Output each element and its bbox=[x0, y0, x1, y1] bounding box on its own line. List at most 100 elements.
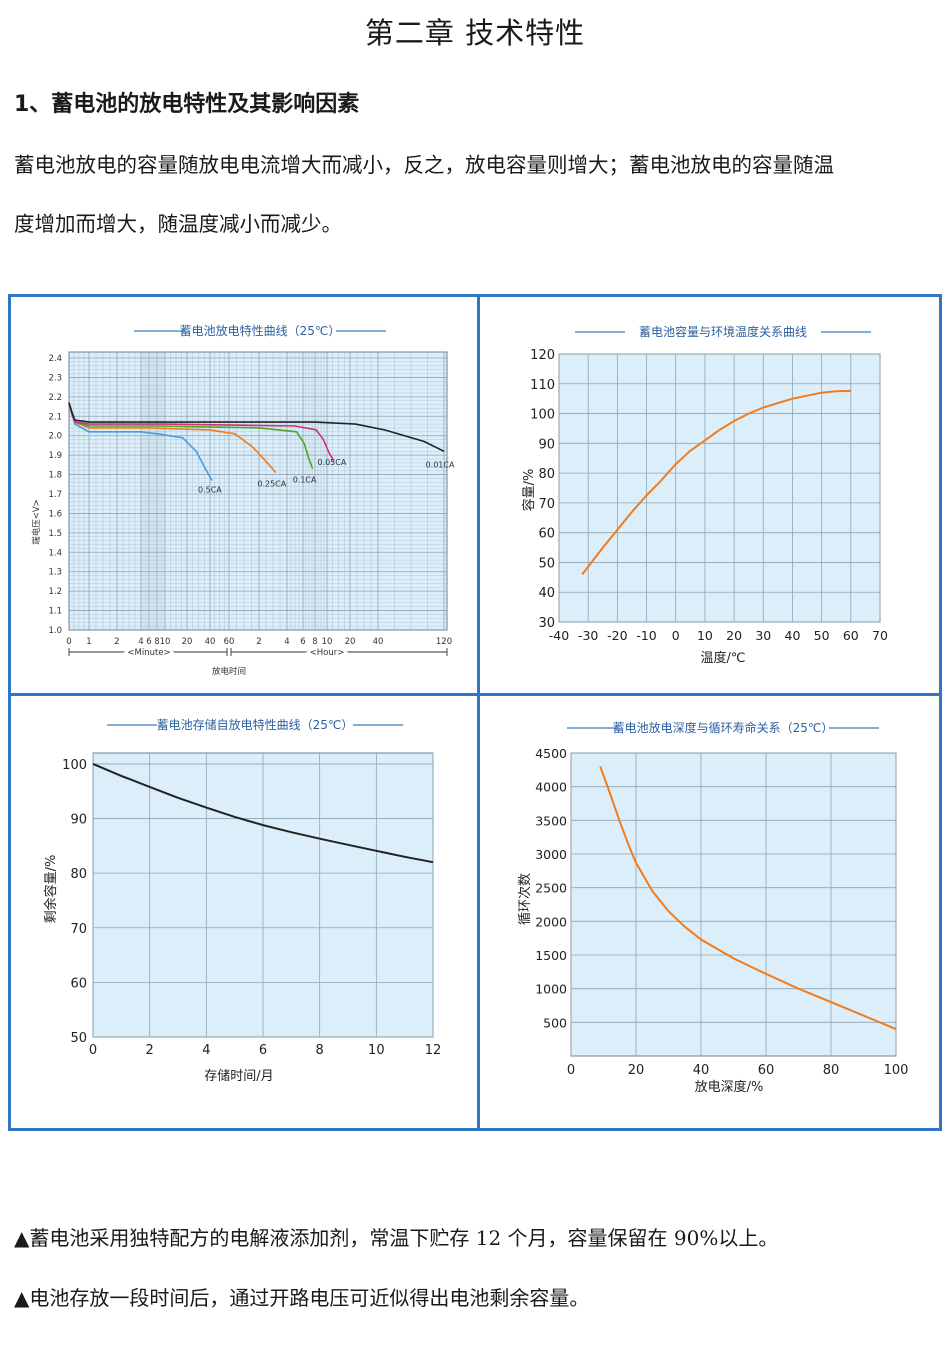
chapter-title: 第二章 技术特性 bbox=[364, 16, 586, 50]
series-line bbox=[68, 402, 445, 453]
x-tick-label: 4 bbox=[202, 1043, 210, 1058]
y-tick-label: 80 bbox=[70, 867, 87, 882]
y-tick-label: 100 bbox=[62, 758, 87, 773]
y-tick-label: 1.0 bbox=[48, 626, 62, 636]
x-tick-label: 0 bbox=[66, 637, 71, 647]
y-tick-label: 60 bbox=[538, 527, 555, 542]
intro-paragraph-line1: 蓄电池放电的容量随放电电流增大而减小，反之，放电容量则增大；蓄电池放电的容量随温 bbox=[14, 153, 834, 177]
y-tick-label: 4000 bbox=[535, 780, 567, 795]
y-tick-label: 50 bbox=[538, 556, 555, 571]
y-tick-label: 4500 bbox=[535, 746, 567, 761]
y-tick-label: 3500 bbox=[535, 813, 567, 828]
x-tick-label: 40 bbox=[373, 637, 384, 647]
series-label: 0.5CA bbox=[198, 485, 222, 494]
x-tick-label: 8 bbox=[316, 1043, 324, 1058]
y-tick-label: 1.3 bbox=[48, 568, 62, 578]
chart-panel-grid: 蓄电池放电特性曲线（25℃） 2.4 2.3 2.2 2.1 2.0 1.9 1.8 1.7 1.… bbox=[8, 294, 942, 1131]
y-tick-label: 2.0 bbox=[48, 432, 62, 442]
y-tick-label: 70 bbox=[70, 922, 87, 937]
x-tick-label: 20 bbox=[182, 637, 193, 647]
y-tick-label: 70 bbox=[538, 497, 555, 512]
y-tick-label: 500 bbox=[543, 1015, 567, 1030]
x-tick-label: -20 bbox=[607, 628, 627, 643]
x-tick-label: 100 bbox=[884, 1063, 909, 1078]
plot-area bbox=[558, 353, 881, 623]
x-tick-label: 2 bbox=[146, 1043, 154, 1058]
y-tick-label: 1.6 bbox=[48, 509, 62, 519]
panel-divider-vertical bbox=[477, 297, 480, 1128]
y-tick-label: 1.1 bbox=[48, 607, 62, 617]
y-tick-label: 1000 bbox=[535, 982, 567, 997]
y-tick-label: 50 bbox=[70, 1031, 87, 1046]
x-tick-label: 40 bbox=[785, 628, 801, 643]
x-tick-label: 60 bbox=[224, 637, 235, 647]
y-tick-label: 1.2 bbox=[48, 587, 62, 597]
series-line bbox=[599, 766, 897, 1031]
plot-area bbox=[69, 352, 447, 630]
y-tick-label: 60 bbox=[70, 976, 87, 991]
x-tick-label: 1 bbox=[86, 637, 91, 647]
x-tick-label: 12 bbox=[425, 1043, 442, 1058]
intro-paragraph-line2: 度增加而增大，随温度减小而减少。 bbox=[14, 212, 342, 236]
x-segment-label: <Hour> bbox=[310, 648, 345, 658]
x-tick-label: 60 bbox=[758, 1063, 775, 1078]
x-tick-label: 50 bbox=[814, 628, 830, 643]
x-tick-label: 20 bbox=[726, 628, 742, 643]
x-tick-label: 40 bbox=[205, 637, 216, 647]
x-tick-label: 0 bbox=[567, 1063, 575, 1078]
y-tick-label: 1.8 bbox=[48, 471, 62, 481]
series-label: 0.01CA bbox=[426, 460, 455, 469]
y-axis-label: 剩余容量/% bbox=[43, 855, 59, 924]
x-tick-label: 8 bbox=[312, 637, 317, 647]
x-tick-label: 0 bbox=[672, 628, 680, 643]
y-tick-label: 110 bbox=[530, 378, 555, 393]
x-tick-label: 2 bbox=[114, 637, 119, 647]
series-label: 0.25CA bbox=[257, 480, 286, 489]
x-tick-label: 30 bbox=[755, 628, 771, 643]
y-tick-label: 40 bbox=[538, 586, 555, 601]
panel-divider-horizontal bbox=[11, 693, 939, 696]
y-tick-label: 2.1 bbox=[48, 412, 62, 422]
self-discharge-chart: 蓄电池存储自放电特性曲线（25℃） 100 90 80 70 60 500 2 4 6 8 10 12 剩… bbox=[43, 717, 442, 1084]
x-tick-label: 10 bbox=[368, 1043, 385, 1058]
note-storage-capacity: ▲蓄电池采用独特配方的电解液添加剂，常温下贮存 12 个月，容量保留在 90%以… bbox=[14, 1226, 779, 1250]
x-tick-label: 40 bbox=[693, 1063, 710, 1078]
y-tick-label: 120 bbox=[530, 348, 555, 363]
series-line bbox=[581, 389, 851, 576]
y-tick-label: 1.7 bbox=[48, 490, 62, 500]
x-tick-label: 20 bbox=[345, 637, 356, 647]
x-tick-label: 8 bbox=[154, 637, 159, 647]
cycle-life-chart: 蓄电池放电深度与循环寿命关系（25℃） 4500 4000 3500 3000 2500 2… bbox=[517, 720, 909, 1095]
chart-title: 蓄电池容量与环境温度关系曲线 bbox=[639, 324, 807, 339]
y-tick-label: 2000 bbox=[535, 914, 567, 929]
chart-title: 蓄电池放电深度与循环寿命关系（25℃） bbox=[613, 720, 834, 735]
x-tick-label: -10 bbox=[636, 628, 656, 643]
y-tick-label: 80 bbox=[538, 467, 555, 482]
x-tick-label: 4 bbox=[138, 637, 143, 647]
x-tick-label: 20 bbox=[628, 1063, 645, 1078]
x-tick-label: 60 bbox=[843, 628, 859, 643]
x-tick-label: 80 bbox=[823, 1063, 840, 1078]
x-tick-label: 10 bbox=[697, 628, 713, 643]
x-tick-label: -40 bbox=[549, 628, 569, 643]
x-axis-label: 放电深度/% bbox=[695, 1079, 764, 1095]
y-tick-label: 1500 bbox=[535, 948, 567, 963]
x-tick-label: 0 bbox=[89, 1043, 97, 1058]
y-tick-label: 1.5 bbox=[48, 529, 62, 539]
y-tick-label: 3000 bbox=[535, 847, 567, 862]
x-tick-label: 10 bbox=[160, 637, 171, 647]
y-tick-label: 1.9 bbox=[48, 451, 62, 461]
series-label: 0.1CA bbox=[293, 476, 317, 485]
y-tick-label: 2.4 bbox=[48, 354, 62, 364]
x-tick-label: 6 bbox=[146, 637, 151, 647]
y-tick-label: 2.3 bbox=[48, 373, 62, 383]
x-tick-label: 10 bbox=[322, 637, 333, 647]
y-tick-label: 90 bbox=[70, 813, 87, 828]
chart-title: 蓄电池放电特性曲线（25℃） bbox=[180, 323, 341, 338]
y-tick-label: 90 bbox=[538, 437, 555, 452]
section-heading: 1、蓄电池的放电特性及其影响因素 bbox=[14, 92, 360, 117]
y-tick-label: 30 bbox=[538, 616, 555, 631]
x-axis-label: 温度/℃ bbox=[701, 650, 746, 666]
y-tick-label: 2500 bbox=[535, 881, 567, 896]
chart-title: 蓄电池存储自放电特性曲线（25℃） bbox=[157, 717, 354, 732]
